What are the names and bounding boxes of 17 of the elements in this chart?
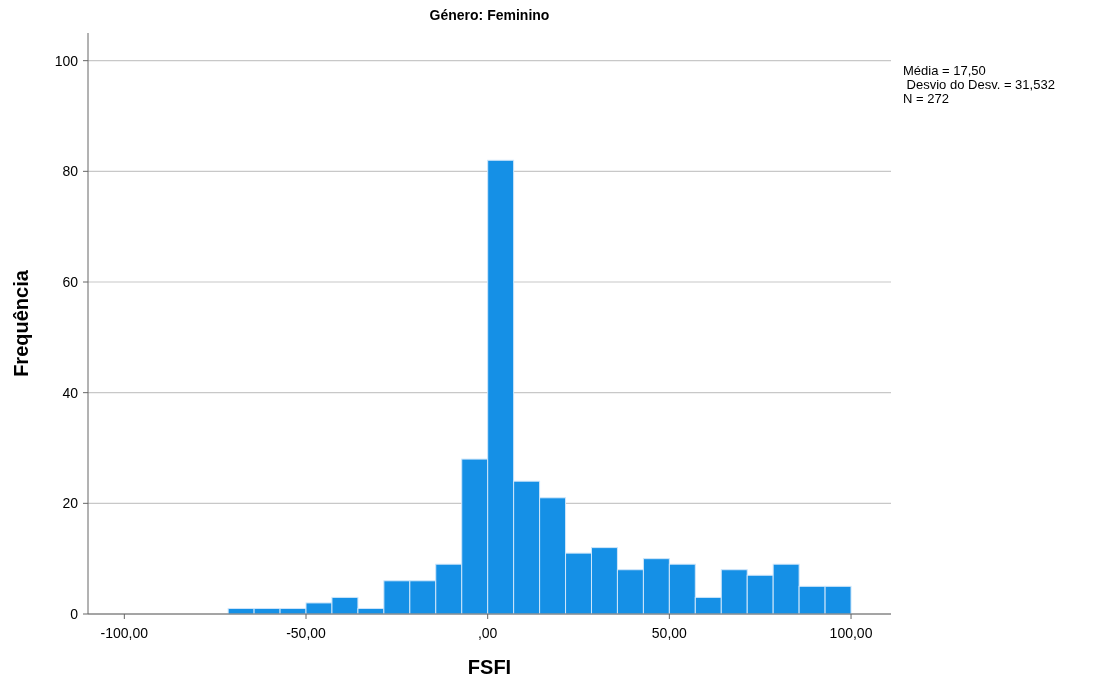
y-tick-label: 60 bbox=[62, 273, 79, 290]
chart-title: Género: Feminino bbox=[429, 7, 550, 23]
x-tick-label: -100,00 bbox=[100, 625, 149, 641]
x-tick-label: 50,00 bbox=[651, 625, 688, 641]
text: N = 272 bbox=[903, 91, 949, 106]
y-tick-label: 20 bbox=[62, 495, 79, 512]
x-tick-label: 100,00 bbox=[829, 625, 873, 641]
y-tick-label: 80 bbox=[62, 163, 79, 180]
y-axis-title: Frequência bbox=[10, 269, 32, 377]
x-tick-label: ,00 bbox=[477, 625, 498, 641]
x-tick-label: -50,00 bbox=[286, 625, 327, 641]
text: Média = 17,50 bbox=[903, 63, 986, 78]
y-tick-label: 40 bbox=[62, 384, 79, 401]
x-axis-title: FSFI bbox=[467, 656, 512, 678]
y-tick-label: 100 bbox=[54, 52, 79, 69]
y-tick-label: 0 bbox=[70, 605, 79, 622]
text: Desvio do Desv. = 31,532 bbox=[903, 77, 1055, 92]
